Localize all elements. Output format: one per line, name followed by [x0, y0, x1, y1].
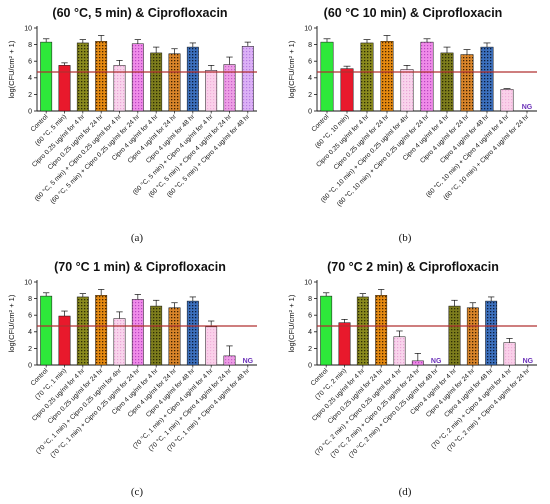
x-tick-label: (70 °C, 1 min) + Cipro 4 ug/ml for 48 hr	[165, 366, 252, 453]
y-tick-label: 0	[308, 362, 312, 369]
bar	[131, 43, 144, 112]
bar	[205, 326, 218, 366]
bar	[320, 295, 333, 366]
y-tick-label: 10	[24, 25, 32, 32]
bar	[320, 41, 334, 112]
y-tick-label: 6	[308, 59, 312, 66]
panel-label: (b)	[399, 232, 412, 244]
y-tick-label: 4	[308, 75, 312, 82]
bar	[380, 41, 394, 112]
y-tick-label: 0	[28, 108, 32, 115]
bar	[186, 300, 199, 366]
y-tick-label: 0	[28, 362, 32, 369]
bar	[485, 300, 498, 366]
bar	[168, 307, 181, 366]
bar	[466, 307, 479, 366]
y-axis-label: log(CFU/cm² + 1)	[287, 40, 296, 98]
chart-panel: (60 °C, 5 min) & Ciprofloxacin log(CFU/cm…	[7, 6, 257, 244]
bar	[356, 296, 369, 366]
chart-title: (60 °C 10 min) & Ciprofloxacin	[324, 6, 503, 20]
x-tick-label: (60 °C, 10 min) + Cipro 0.25 ug/ml for 2…	[335, 112, 431, 208]
y-tick-label: 8	[308, 42, 312, 49]
bar	[241, 46, 254, 112]
y-tick-label: 2	[308, 92, 312, 99]
panel-label: (c)	[131, 486, 144, 498]
y-tick-label: 6	[28, 313, 32, 320]
y-tick-label: 2	[28, 346, 32, 353]
x-tick-label: (60 °C, 5 min) + Cipro 4 ug/ml for 48 hr	[165, 112, 252, 199]
bar	[340, 68, 354, 112]
y-axis-label: log(CFU/cm² + 1)	[7, 40, 16, 98]
bar	[500, 89, 514, 112]
bar	[503, 342, 516, 366]
bar	[76, 42, 89, 112]
chart-title: (70 °C 1 min) & Ciprofloxacin	[54, 260, 226, 274]
bar	[400, 69, 414, 112]
y-tick-label: 10	[304, 279, 312, 286]
bar	[205, 70, 218, 112]
bar	[58, 315, 71, 366]
bar	[393, 336, 406, 366]
x-tick-label: (60 °C, 10 min)	[313, 113, 350, 150]
y-tick-label: 2	[308, 346, 312, 353]
y-tick-label: 8	[28, 42, 32, 49]
chart-title: (60 °C, 5 min) & Ciprofloxacin	[52, 6, 227, 20]
bar	[223, 355, 236, 366]
bar	[76, 296, 89, 366]
bar	[420, 41, 434, 112]
y-tick-label: 8	[28, 296, 32, 303]
y-tick-label: 4	[28, 75, 32, 82]
bar	[338, 322, 351, 366]
bar	[40, 295, 53, 366]
bar	[411, 360, 424, 366]
y-tick-label: 10	[24, 279, 32, 286]
bar	[40, 41, 53, 112]
bar	[150, 305, 163, 366]
bar	[168, 53, 181, 112]
y-tick-label: 6	[308, 313, 312, 320]
y-tick-label: 0	[308, 108, 312, 115]
y-tick-label: 6	[28, 59, 32, 66]
x-tick-label: (70 °C, 2 min)	[313, 367, 347, 401]
panel-label: (a)	[131, 232, 144, 244]
chart-panel: (70 °C 2 min) & Ciprofloxacin log(CFU/cm²…	[287, 260, 537, 498]
y-axis-label: log(CFU/cm² + 1)	[7, 294, 16, 352]
chart-panel: (70 °C 1 min) & Ciprofloxacin log(CFU/cm²…	[7, 260, 257, 498]
x-tick-label: (60 °C, 5 min)	[33, 113, 67, 147]
bar	[448, 305, 461, 366]
chart-title: (70 °C 2 min) & Ciprofloxacin	[327, 260, 499, 274]
ng-label: NG	[431, 358, 442, 365]
bar	[440, 52, 454, 112]
y-axis-label: log(CFU/cm² + 1)	[287, 294, 296, 352]
bar	[131, 299, 144, 366]
bar	[95, 41, 108, 112]
y-tick-label: 8	[308, 296, 312, 303]
x-tick-label: (70 °C, 2 min) + Cipro 4 ug/ml for 24 hr	[445, 366, 532, 453]
x-tick-label: (70 °C, 1 min)	[33, 367, 67, 401]
x-tick-label: (60 °C, 5 min) + Cipro 4 ug/ml for 24 hr	[147, 112, 234, 199]
chart-panel: (60 °C 10 min) & Ciprofloxacin log(CFU/cm…	[287, 6, 537, 244]
y-tick-label: 2	[28, 92, 32, 99]
bar	[95, 295, 108, 366]
ng-label: NG	[523, 358, 534, 365]
bar	[186, 46, 199, 112]
x-tick-label: (70 °C, 1 min) + Cipro 4 ug/ml for 24 hr	[147, 366, 234, 453]
bar	[375, 295, 388, 366]
bar	[360, 42, 374, 112]
y-tick-label: 4	[28, 329, 32, 336]
ng-label: NG	[522, 104, 533, 111]
panel-label: (d)	[399, 486, 412, 498]
bar	[460, 54, 474, 112]
y-tick-label: 10	[304, 25, 312, 32]
bar	[480, 46, 494, 112]
y-tick-label: 4	[308, 329, 312, 336]
ng-label: NG	[243, 358, 254, 365]
bar	[150, 52, 163, 112]
